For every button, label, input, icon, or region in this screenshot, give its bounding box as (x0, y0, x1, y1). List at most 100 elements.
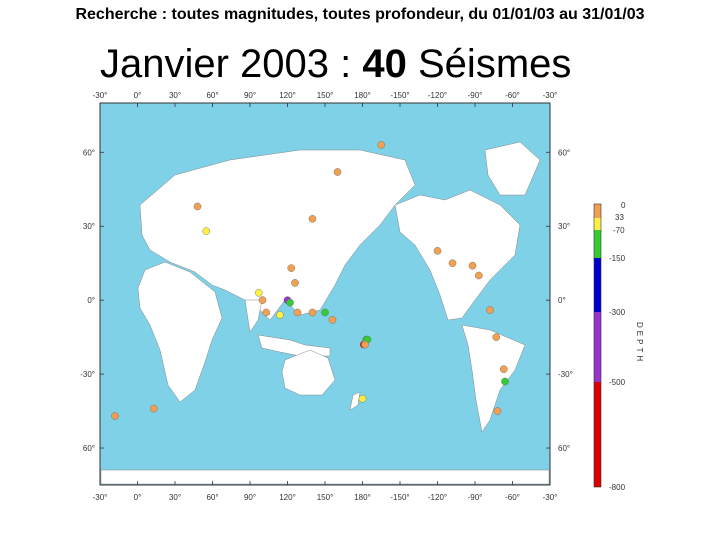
earthquake-point (149, 404, 158, 413)
earthquake-point (492, 333, 501, 341)
earthquake-point (286, 298, 294, 307)
headline: Janvier 2003 : 40 Séismes (100, 42, 580, 87)
bottom-tick-label: -30° (543, 493, 558, 502)
depth-label-800: -800 (609, 483, 626, 492)
depth-scale-outline (593, 203, 602, 488)
depth-band-70-150 (594, 230, 601, 258)
right-tick-label: 0° (558, 296, 566, 305)
earthquake-point (328, 316, 337, 324)
earthquake-point (486, 306, 494, 314)
bottom-tick-label: -30° (93, 493, 108, 502)
earthquake-point (501, 377, 509, 386)
earthquake-point (111, 412, 119, 420)
bottom-tick-label: 30° (169, 493, 181, 502)
earthquake-point (308, 308, 317, 317)
bottom-longitude-ticks: -30° 0° 30° 60° 90° 120° 150° 180° -150° -120° -90… (93, 481, 558, 502)
south-america-landmass (461, 324, 526, 433)
bottom-tick-label: 60° (206, 493, 218, 502)
depth-band-500-800 (594, 382, 601, 487)
right-tick-label: 30° (558, 222, 570, 231)
antarctica-landmass (100, 469, 550, 485)
bottom-tick-label: 150° (317, 493, 334, 502)
left-tick-label: 60° (83, 148, 95, 157)
top-longitude-ticks: -30° 0° 30° 60° 90° 120° 150° 180° -150° -120° -90… (93, 91, 558, 107)
earthquake-point (308, 215, 317, 223)
bottom-tick-label: 0° (134, 493, 142, 502)
earthquake-point (361, 340, 369, 349)
earthquake-point (193, 202, 202, 211)
africa-landmass (137, 261, 223, 403)
left-tick-label: 0° (87, 296, 95, 305)
depth-band-150-300 (594, 258, 601, 312)
bottom-tick-label: -90° (468, 493, 483, 502)
earthquake-point (474, 271, 483, 280)
bottom-tick-label: 120° (279, 493, 296, 502)
earthquake-point (254, 288, 263, 297)
search-criteria: Recherche : toutes magnitudes, toutes pr… (75, 6, 645, 23)
earthquake-point (333, 168, 342, 176)
left-latitude-ticks: 60° 30° 0° -30° 60° (80, 148, 104, 453)
top-tick-label: 150° (317, 91, 334, 100)
left-tick-label: 60° (83, 444, 95, 453)
earthquake-point (448, 259, 457, 267)
top-tick-label: 60° (206, 91, 218, 100)
earthquake-point (358, 394, 367, 403)
earthquake-point (287, 264, 296, 272)
bottom-tick-label: -60° (505, 493, 520, 502)
depth-band-33-70 (594, 218, 601, 230)
top-tick-label: -90° (468, 91, 483, 100)
headline-prefix: Janvier 2003 : (100, 42, 363, 86)
earthquake-points (111, 141, 509, 420)
depth-label-33: 33 (615, 213, 624, 222)
left-tick-label: 30° (83, 222, 95, 231)
top-tick-label: 30° (169, 91, 181, 100)
bottom-tick-label: -120° (428, 493, 447, 502)
depth-band-0-33 (594, 204, 601, 218)
earthquake-point (262, 308, 271, 317)
depth-axis-title: DEPTH (635, 322, 644, 364)
bottom-tick-label: 180° (354, 493, 371, 502)
top-tick-label: 90° (244, 91, 256, 100)
top-tick-label: -30° (93, 91, 108, 100)
earthquake-point (293, 308, 302, 317)
depth-label-0: 0 (621, 201, 626, 210)
left-tick-label: -30° (80, 370, 95, 379)
bottom-tick-label: -150° (390, 493, 409, 502)
north-america-landmass (394, 189, 521, 321)
new-zealand-landmass (349, 391, 361, 411)
earthquake-point (377, 141, 386, 149)
earthquake-point (291, 279, 299, 287)
top-tick-label: -120° (428, 91, 447, 100)
right-tick-label: -30° (558, 370, 573, 379)
australia-landmass (281, 349, 336, 396)
top-tick-label: -60° (505, 91, 520, 100)
top-tick-label: 180° (354, 91, 371, 100)
depth-color-scale: 0 33 -70 -150 -300 -500 -800 DEPTH (593, 201, 644, 492)
right-latitude-ticks: 60° 30° 0° -30° 60° (546, 148, 573, 453)
bottom-tick-label: 90° (244, 493, 256, 502)
india-landmass (244, 299, 263, 333)
top-tick-label: -150° (390, 91, 409, 100)
depth-label-70: -70 (613, 226, 625, 235)
top-tick-label: 120° (279, 91, 296, 100)
depth-label-500: -500 (609, 378, 626, 387)
earthquake-point (499, 365, 508, 373)
eurasia-landmass (139, 149, 416, 321)
earthquake-point (276, 311, 284, 319)
right-tick-label: 60° (558, 444, 570, 453)
top-tick-label: 0° (134, 91, 142, 100)
land-masses (100, 141, 550, 485)
earthquake-point (493, 407, 502, 415)
earthquake-point (258, 296, 267, 304)
headline-count: 40 (362, 42, 407, 86)
depth-label-300: -300 (609, 308, 626, 317)
headline-suffix: Séismes (406, 42, 572, 86)
earthquake-point (321, 308, 329, 317)
top-tick-label: -30° (543, 91, 558, 100)
depth-band-300-500 (594, 312, 601, 382)
greenland-landmass (484, 141, 541, 196)
earthquake-point (202, 227, 211, 235)
depth-label-150: -150 (609, 254, 626, 263)
earthquake-point (468, 261, 477, 270)
